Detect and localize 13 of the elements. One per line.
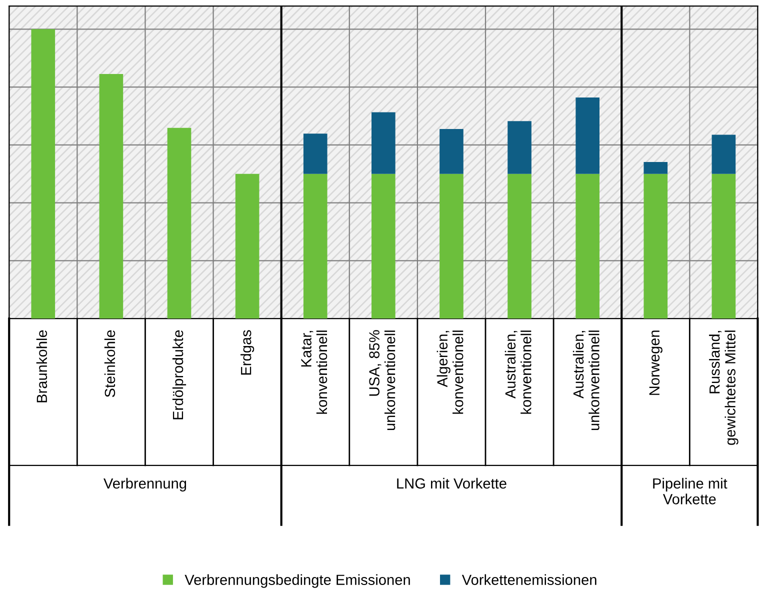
x-tick-label: Braunkohle [36,330,48,402]
x-tick-label: Norwegen [649,330,662,395]
legend-label: Verbrennungsbedingte Emissionen [184,574,410,588]
x-tick-label: Russland, gewichtetes Mittel [709,330,738,445]
text: Verbrennung [104,478,186,492]
legend-label: Vorkettenemissionen [462,574,596,585]
x-tick-label: USA, 85% unkonventionell [369,330,396,430]
x-tick-label: Erdgas [240,330,254,375]
x-tick-label: Katar, konventionell [301,330,328,414]
text: LNG mit Vorkette [397,478,506,489]
x-tick-label: Steinkohle [104,330,116,398]
text: Pipeline mit Vorkette [653,478,728,504]
x-tick-label: Erdölprodukte [172,330,186,420]
